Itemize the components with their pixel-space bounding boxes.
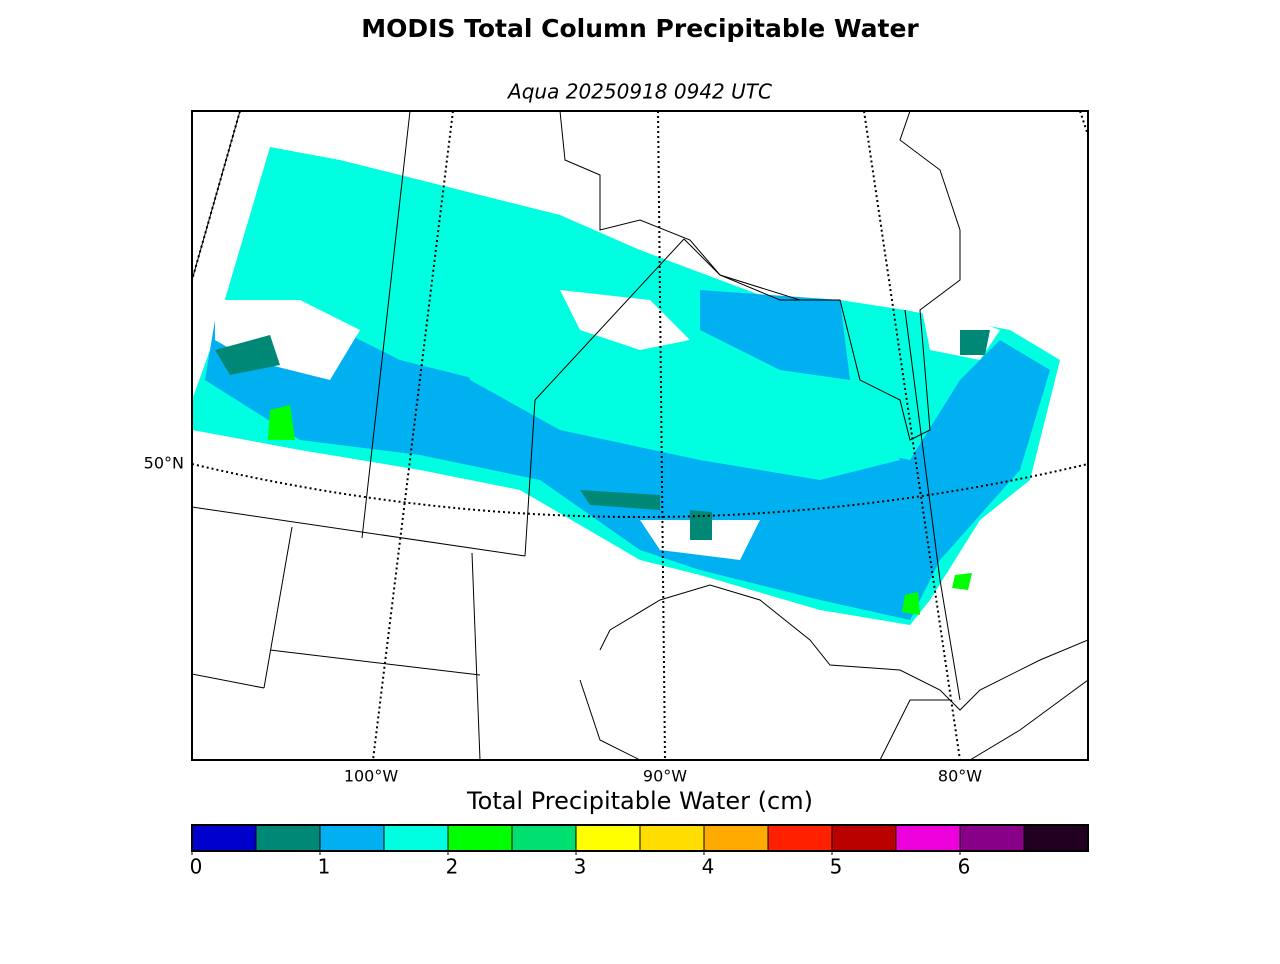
colorbar-segment (192, 825, 256, 851)
coastline (559, 111, 1088, 760)
border (192, 111, 961, 760)
lat-label: 50°N (144, 454, 184, 473)
colorbar-tick-label: 6 (958, 855, 971, 879)
colorbar: 0 1 2 3 4 5 6 (190, 824, 1089, 879)
lon-label: 100°W (344, 767, 399, 786)
colorbar-segment (320, 825, 384, 851)
map: 50°N 100°W 90°W 80°W (144, 110, 1089, 786)
colorbar-tick-label: 0 (190, 855, 203, 879)
colorbar-segment (256, 825, 320, 851)
colorbar-segment (384, 825, 448, 851)
colorbar-segment (1024, 825, 1088, 851)
colorbar-frame (191, 824, 1089, 852)
colorbar-segment (768, 825, 832, 851)
boundaries (192, 111, 1088, 760)
colorbar-segment (448, 825, 512, 851)
subtitle: Aqua 20250918 0942 UTC (506, 80, 772, 104)
lon-label: 90°W (643, 767, 687, 786)
colorbar-segment (896, 825, 960, 851)
map-frame (191, 110, 1089, 761)
swath-blue (205, 310, 1050, 620)
parallel (192, 463, 1088, 518)
colorbar-segment (576, 825, 640, 851)
colorbar-tick-label: 3 (574, 855, 587, 879)
colorbar-segment (960, 825, 1024, 851)
colorbar-tick-label: 1 (318, 855, 331, 879)
colorbar-segment (512, 825, 576, 851)
swath-teal (215, 330, 990, 540)
lon-label: 80°W (938, 767, 982, 786)
colorbar-segment (704, 825, 768, 851)
colorbar-segment (832, 825, 896, 851)
colorbar-label: Total Precipitable Water (cm) (466, 787, 813, 815)
colorbar-segment (640, 825, 704, 851)
cloud-gap (215, 290, 1000, 560)
swath-cyan-core (460, 330, 900, 480)
title: MODIS Total Column Precipitable Water (361, 14, 919, 43)
colorbar-tick-label: 4 (702, 855, 715, 879)
swath-blue-north (700, 290, 850, 380)
graticule (192, 111, 1088, 760)
colorbar-tick-label: 5 (830, 855, 843, 879)
colorbar-tick-label: 2 (446, 855, 459, 879)
meridian (192, 111, 1088, 760)
